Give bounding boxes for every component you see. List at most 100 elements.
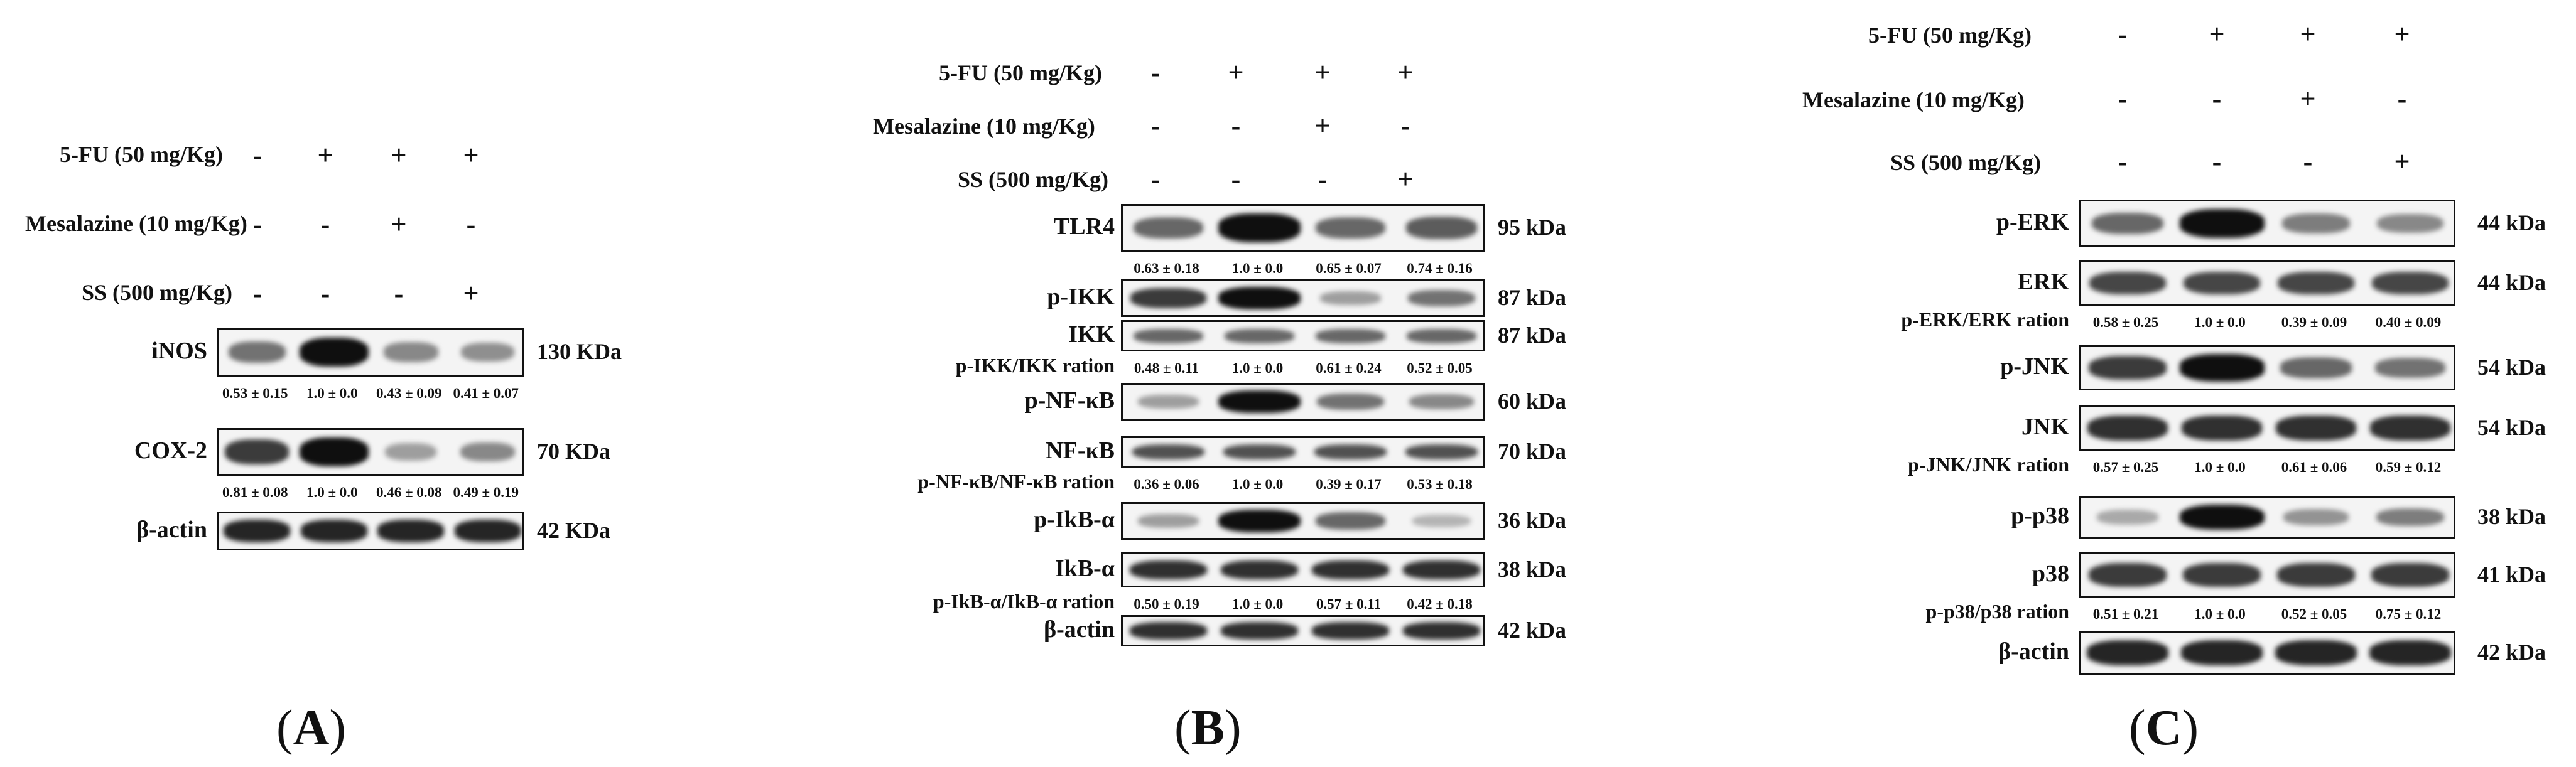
mesalazine-sign-lane-2: - <box>2212 83 2222 114</box>
molecular-weight-label: 60 kDa <box>1498 389 1567 414</box>
band <box>2092 212 2163 235</box>
quantification-value: 0.42 ± 0.18 <box>1407 596 1473 612</box>
band <box>1403 622 1480 640</box>
fu-sign-lane-2: + <box>317 140 333 171</box>
mesalazine-label: Mesalazine (10 mg/Kg) <box>25 211 247 236</box>
band <box>1316 512 1385 530</box>
ss-sign-lane-4: + <box>463 278 479 309</box>
quantification-value: 0.61 ± 0.06 <box>2281 459 2347 475</box>
fu-sign-lane-1: - <box>1150 57 1161 88</box>
band <box>2088 355 2167 380</box>
band <box>1218 213 1301 242</box>
mesalazine-sign-lane-4: - <box>2397 83 2407 114</box>
ratio-label: p-JNK/JNK ration <box>1908 453 2069 476</box>
band <box>1312 560 1389 580</box>
fu-sign-lane-4: + <box>1397 57 1414 88</box>
blot-label: p-p38 <box>2011 503 2069 529</box>
blot-image <box>2079 496 2455 539</box>
band <box>1405 444 1478 460</box>
band <box>2087 416 2168 441</box>
quantification-value: 1.0 ± 0.0 <box>306 385 358 401</box>
band <box>1319 291 1382 306</box>
panel-a-caption: (A) <box>276 700 347 756</box>
band <box>2181 640 2263 665</box>
band <box>2276 562 2356 587</box>
blot-image <box>1121 279 1485 317</box>
blot-label: IkB-α <box>1054 555 1115 582</box>
band <box>2283 508 2349 526</box>
quantification-value: 0.52 ± 0.05 <box>1407 360 1473 376</box>
mesalazine-label: Mesalazine (10 mg/Kg) <box>1802 87 2025 112</box>
band <box>2179 354 2265 382</box>
fu-sign-lane-2: + <box>2209 19 2225 50</box>
fu-sign-lane-3: + <box>391 140 407 171</box>
blot-image <box>2079 345 2455 390</box>
band <box>300 520 367 542</box>
mesalazine-sign-lane-1: - <box>2118 83 2128 114</box>
band <box>460 442 516 462</box>
molecular-weight-label: 70 KDa <box>537 439 610 464</box>
band <box>1221 622 1298 640</box>
band <box>2370 416 2450 441</box>
molecular-weight-label: 38 kDa <box>2477 504 2546 529</box>
ss-sign-lane-2: - <box>2212 146 2222 177</box>
band <box>1316 328 1385 343</box>
blot-label: NF-κB <box>1046 437 1115 464</box>
quantification-value: 0.61 ± 0.24 <box>1316 360 1382 376</box>
quantification-value: 0.51 ± 0.21 <box>2092 606 2159 622</box>
band <box>225 439 290 465</box>
quantification-value: 1.0 ± 0.0 <box>2194 459 2246 475</box>
ratio-label: p-NF-κB/NF-κB ration <box>917 470 1115 493</box>
blot-label: COX-2 <box>134 437 207 464</box>
blot-image <box>1121 383 1485 421</box>
band <box>2276 416 2356 441</box>
quantification-value: 0.65 ± 0.07 <box>1316 260 1382 276</box>
quantification-value: 0.49 ± 0.19 <box>453 485 519 500</box>
ss-sign-lane-3: - <box>2303 146 2313 177</box>
molecular-weight-label: 54 kDa <box>2477 415 2546 440</box>
blot-label: ERK <box>2017 269 2069 295</box>
blot-label: TLR4 <box>1053 213 1115 240</box>
band <box>1312 622 1389 640</box>
quantification-value: 0.74 ± 0.16 <box>1407 260 1473 276</box>
quantification-value: 0.57 ± 0.25 <box>2092 459 2159 475</box>
mesalazine-sign-lane-2: - <box>1231 110 1241 141</box>
blot-label: iNOS <box>151 338 207 364</box>
fu-sign-lane-2: + <box>1228 57 1244 88</box>
band <box>1409 394 1474 410</box>
mesalazine-sign-lane-4: - <box>1400 110 1410 141</box>
ratio-label: p-IkB-α/IkB-α ration <box>933 590 1115 613</box>
molecular-weight-label: 42 kDa <box>1498 618 1567 643</box>
blot-label: p38 <box>2032 560 2069 587</box>
ss-sign-lane-1: - <box>252 278 262 309</box>
band <box>1218 287 1301 309</box>
quantification-value: 1.0 ± 0.0 <box>306 485 358 500</box>
mesalazine-sign-lane-3: + <box>1314 110 1331 141</box>
ss-sign-lane-1: - <box>1150 164 1161 195</box>
band <box>1403 560 1480 580</box>
quantification-value: 1.0 ± 0.0 <box>1231 260 1284 276</box>
quantification-value: 1.0 ± 0.0 <box>2194 314 2246 330</box>
band <box>1130 288 1206 308</box>
quantification-value: 1.0 ± 0.0 <box>1231 596 1284 612</box>
band <box>2182 562 2261 587</box>
band <box>2088 562 2167 587</box>
blot-image <box>2079 552 2455 598</box>
quantification-value: 0.53 ± 0.15 <box>222 385 288 401</box>
band <box>461 342 515 362</box>
panel-b-letter: B <box>1191 700 1225 756</box>
quantification-value: 1.0 ± 0.0 <box>1231 360 1284 376</box>
blot-image <box>217 512 524 550</box>
quantification-value: 0.58 ± 0.25 <box>2092 314 2159 330</box>
panel-c-letter: C <box>2145 700 2182 756</box>
blot-image <box>2079 260 2455 306</box>
band <box>2375 358 2445 378</box>
band <box>1314 444 1387 460</box>
quantification-value: 0.41 ± 0.07 <box>453 385 519 401</box>
band <box>383 342 438 362</box>
band <box>1221 560 1298 580</box>
ss-label: SS (500 mg/Kg) <box>82 280 233 305</box>
band <box>2371 562 2450 587</box>
fu-sign-lane-1: - <box>2118 19 2128 50</box>
mesalazine-label: Mesalazine (10 mg/Kg) <box>873 114 1095 139</box>
